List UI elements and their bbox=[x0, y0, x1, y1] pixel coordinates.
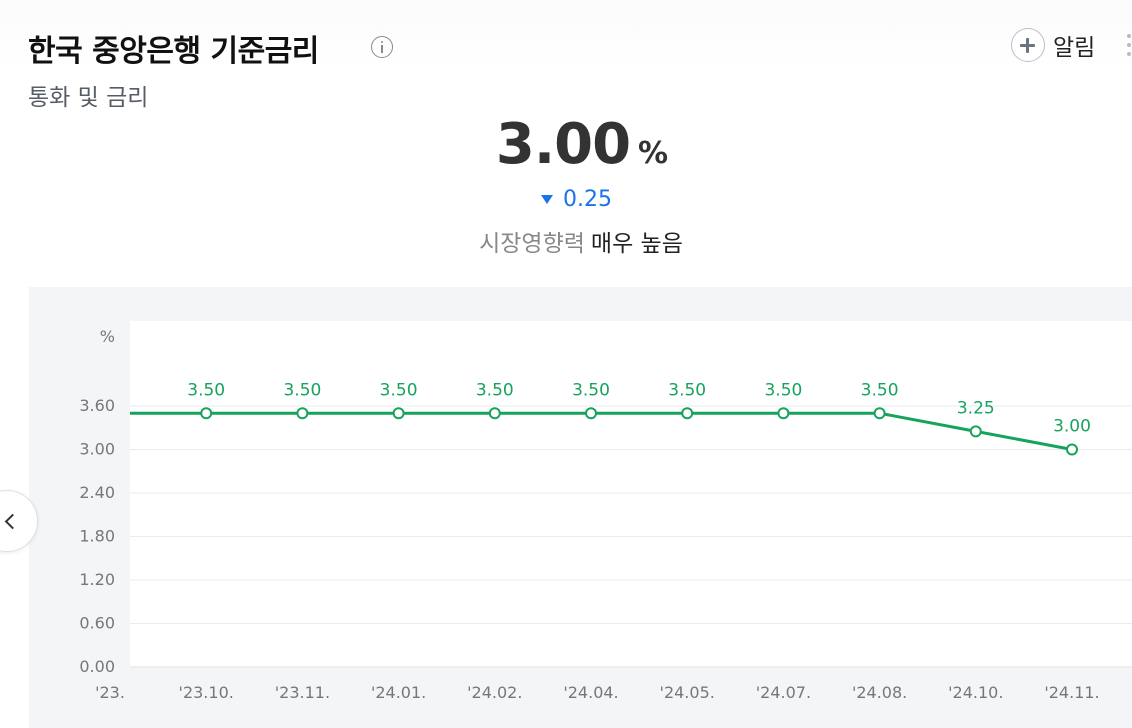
data-point bbox=[777, 407, 790, 420]
current-rate-unit: % bbox=[638, 136, 669, 171]
alert-button[interactable]: 알림 bbox=[1011, 27, 1095, 63]
data-label: 3.50 bbox=[187, 380, 225, 400]
y-tick-label: 0.60 bbox=[79, 614, 115, 633]
data-label: 3.50 bbox=[861, 380, 899, 400]
data-point bbox=[969, 425, 982, 438]
plus-icon bbox=[1011, 28, 1045, 62]
y-tick-label: 1.80 bbox=[79, 527, 115, 546]
y-tick-label: 2.40 bbox=[79, 483, 115, 502]
page-title: 한국 중앙은행 기준금리 bbox=[28, 34, 319, 69]
market-impact-label: 시장영향력 bbox=[479, 231, 585, 257]
alert-label: 알림 bbox=[1053, 35, 1096, 61]
data-label: 3.25 bbox=[957, 398, 995, 418]
data-label: 3.50 bbox=[283, 380, 321, 400]
data-point bbox=[1066, 443, 1078, 456]
data-label: 3.50 bbox=[476, 380, 514, 400]
data-point bbox=[392, 407, 405, 420]
market-impact: 시장영향력 매우 높음 bbox=[0, 224, 1132, 258]
x-tick-label: '24.08. bbox=[852, 683, 907, 702]
data-label: 3.50 bbox=[764, 380, 802, 400]
y-axis-label: % bbox=[100, 327, 115, 346]
rate-change: 0.25 bbox=[541, 184, 612, 214]
market-impact-value: 매우 높음 bbox=[590, 231, 683, 257]
plot-area bbox=[130, 321, 1132, 667]
x-tick-label: '23.11. bbox=[275, 683, 330, 702]
x-tick-label: '24.10. bbox=[948, 683, 1003, 702]
data-point bbox=[488, 407, 501, 420]
data-point bbox=[585, 407, 597, 420]
x-tick-label: '24.05. bbox=[660, 683, 715, 702]
x-tick-label: '24.02. bbox=[467, 683, 522, 702]
data-label: 3.50 bbox=[380, 380, 418, 400]
y-tick-label: 1.20 bbox=[79, 570, 115, 589]
current-rate-value: 3.00 bbox=[495, 112, 631, 177]
y-tick-label: 3.00 bbox=[79, 440, 115, 459]
page-subtitle: 통화 및 금리 bbox=[28, 85, 149, 111]
y-tick-label: 3.60 bbox=[79, 396, 115, 415]
x-tick-label: '24.01. bbox=[371, 683, 426, 702]
x-tick-label: '24.04. bbox=[563, 683, 618, 702]
data-point bbox=[681, 407, 694, 420]
data-label: 3.00 bbox=[1053, 417, 1091, 437]
triangle-down-icon bbox=[541, 194, 553, 204]
x-tick-label: '23. bbox=[95, 683, 125, 702]
x-tick-label: '24.11. bbox=[1044, 683, 1099, 702]
rate-line-chart: 0.00 0.60 1.20 1.80 2.40 3.00 3.60% '23. '23.10.… bbox=[79, 321, 1132, 702]
info-icon[interactable] bbox=[371, 36, 393, 58]
y-tick-label: 0.00 bbox=[79, 657, 115, 676]
x-tick-label: '23.10. bbox=[179, 683, 234, 702]
data-point bbox=[200, 407, 213, 420]
data-point bbox=[873, 407, 886, 420]
data-label: 3.50 bbox=[668, 380, 706, 400]
more-icon[interactable] bbox=[1126, 34, 1132, 60]
rate-change-value: 0.25 bbox=[563, 186, 612, 212]
chart-panel: 0.00 0.60 1.20 1.80 2.40 3.00 3.60% '23. '23.10.… bbox=[29, 287, 1132, 728]
x-tick-label: '24.07. bbox=[756, 683, 811, 702]
header-band bbox=[0, 0, 1132, 72]
data-label: 3.50 bbox=[572, 380, 610, 400]
data-point bbox=[296, 407, 309, 420]
current-rate: 3.00% bbox=[0, 112, 1132, 177]
